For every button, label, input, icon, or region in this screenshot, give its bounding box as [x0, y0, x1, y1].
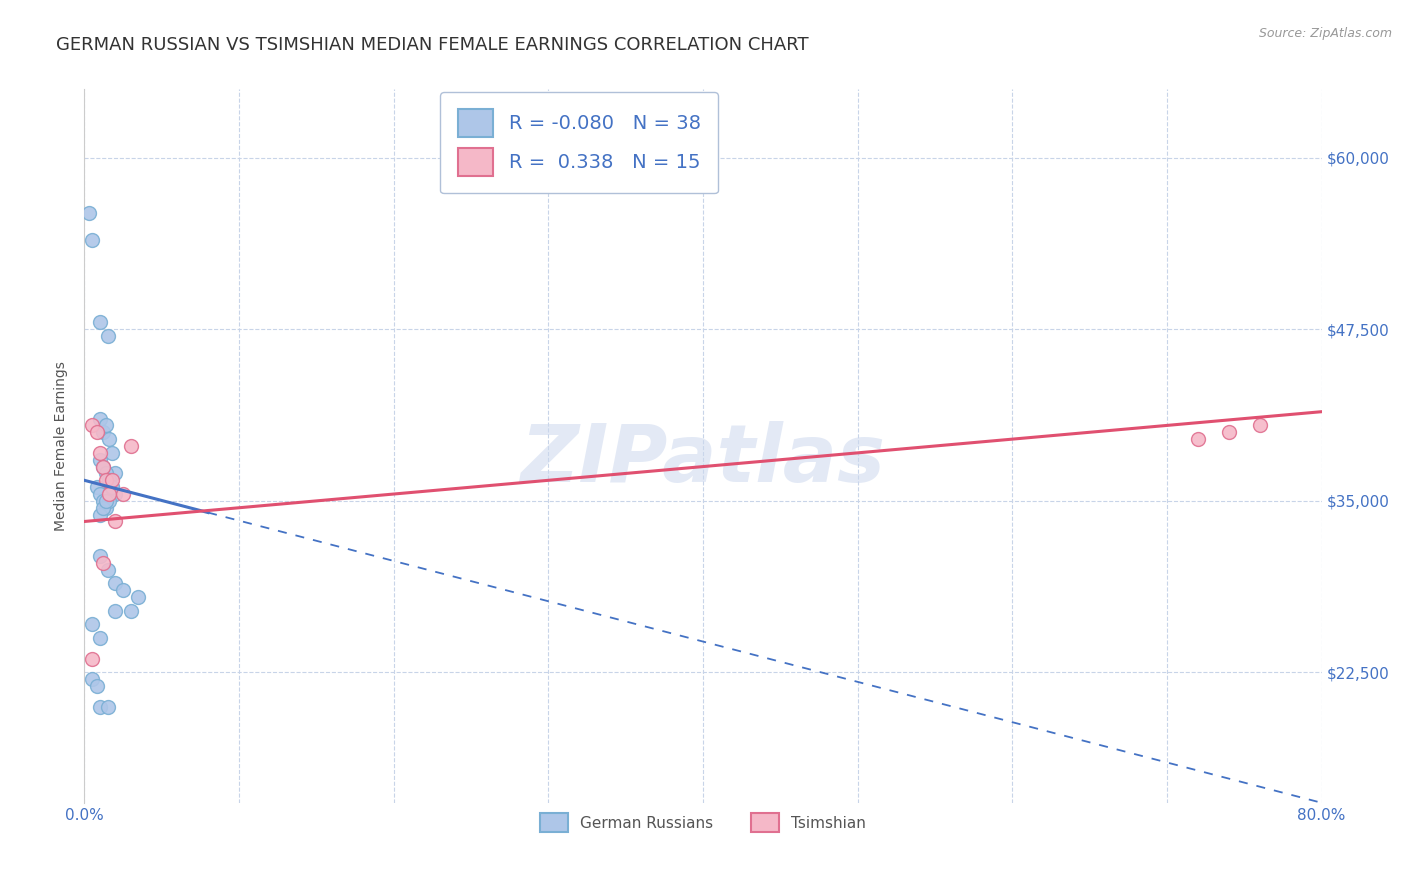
Point [104, 604, 127, 618]
Point [112, 583, 135, 598]
Point [89, 487, 111, 501]
Point [89, 549, 111, 563]
Point [96, 329, 118, 343]
Point [101, 446, 124, 460]
Point [98, 432, 121, 446]
Point [101, 480, 124, 494]
Point [91, 459, 114, 474]
Point [94, 467, 117, 481]
Point [98, 487, 121, 501]
Point [86, 679, 108, 693]
Point [89, 411, 111, 425]
Point [120, 604, 142, 618]
Point [82, 651, 104, 665]
Point [89, 508, 111, 522]
Point [82, 617, 104, 632]
Point [1187, 432, 1209, 446]
Point [104, 515, 127, 529]
Point [94, 418, 117, 433]
Point [86, 425, 108, 440]
Point [91, 425, 114, 440]
Point [112, 487, 135, 501]
Text: GERMAN RUSSIAN VS TSIMSHIAN MEDIAN FEMALE EARNINGS CORRELATION CHART: GERMAN RUSSIAN VS TSIMSHIAN MEDIAN FEMAL… [56, 36, 808, 54]
Point [91, 556, 114, 570]
Point [127, 590, 149, 604]
Point [89, 452, 111, 467]
Text: Source: ZipAtlas.com: Source: ZipAtlas.com [1258, 27, 1392, 40]
Point [91, 500, 114, 515]
Point [101, 473, 124, 487]
Point [86, 480, 108, 494]
Point [104, 576, 127, 591]
Text: ZIPatlas: ZIPatlas [520, 421, 886, 500]
Point [96, 699, 118, 714]
Point [96, 562, 118, 576]
Point [89, 699, 111, 714]
Point [94, 500, 117, 515]
Point [82, 233, 104, 247]
Point [101, 480, 124, 494]
Point [89, 631, 111, 645]
Point [104, 487, 127, 501]
Point [94, 473, 117, 487]
Point [82, 418, 104, 433]
Point [1249, 418, 1271, 433]
Point [89, 446, 111, 460]
Point [94, 494, 117, 508]
Y-axis label: Median Female Earnings: Median Female Earnings [55, 361, 69, 531]
Point [91, 494, 114, 508]
Point [89, 316, 111, 330]
Point [1218, 425, 1240, 440]
Point [91, 459, 114, 474]
Point [98, 473, 121, 487]
Point [77, 205, 100, 219]
Point [82, 673, 104, 687]
Legend: German Russians, Tsimshian: German Russians, Tsimshian [534, 807, 872, 838]
Point [120, 439, 142, 453]
Point [104, 467, 127, 481]
Point [98, 494, 121, 508]
